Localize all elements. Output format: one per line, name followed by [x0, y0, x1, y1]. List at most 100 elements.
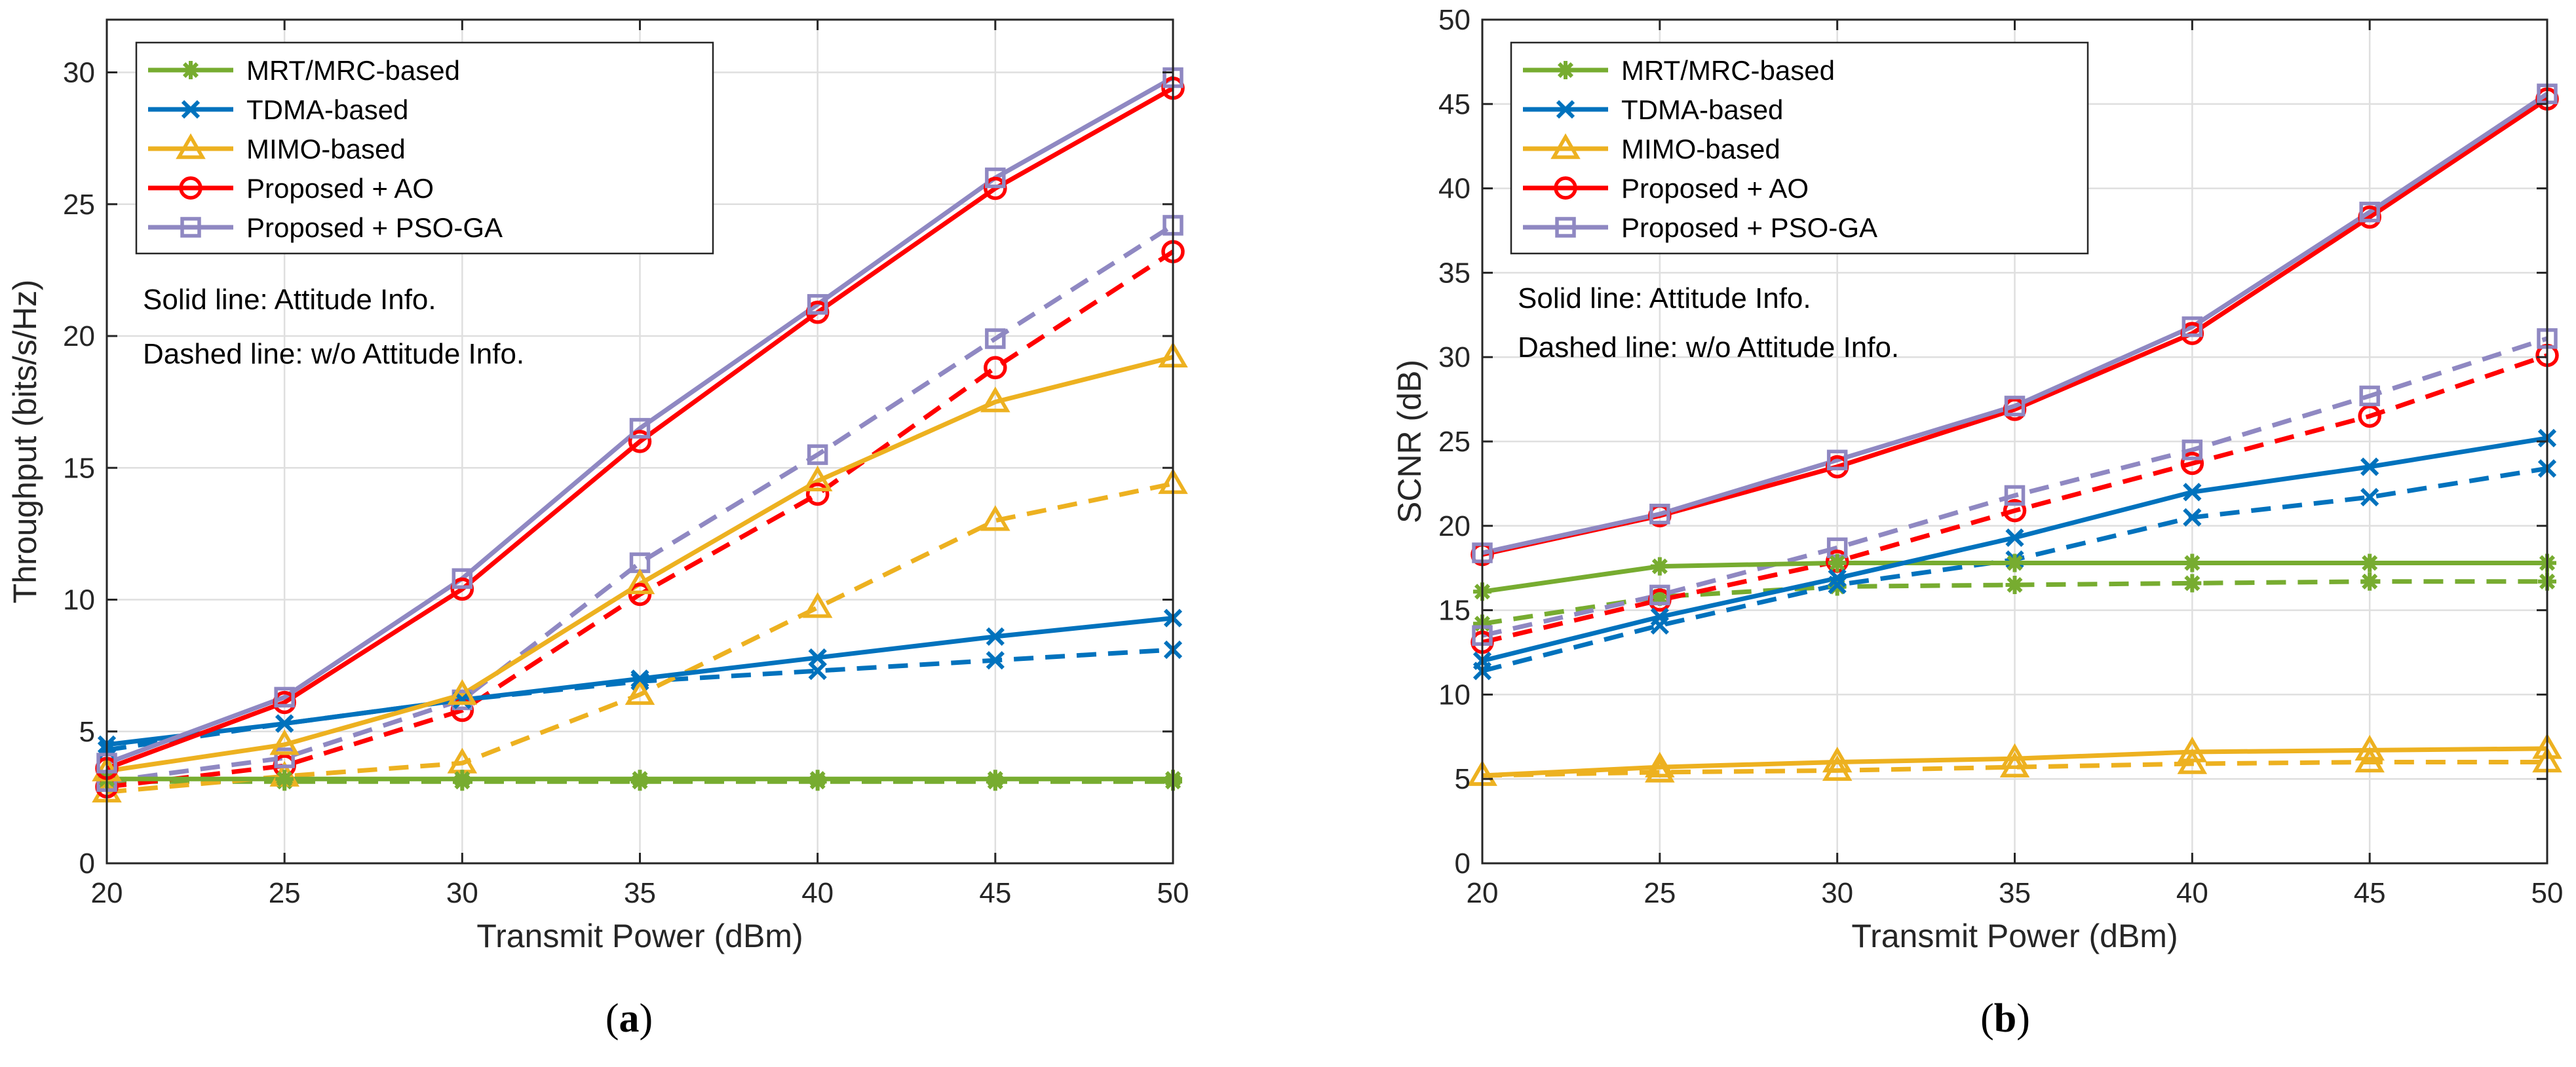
legend-label: MIMO-based — [246, 134, 406, 164]
data-point-proposed-pso-ga-solid — [452, 568, 473, 590]
x-axis-label: Transmit Power (dBm) — [476, 918, 803, 954]
x-tick-label: 45 — [2354, 877, 2386, 909]
data-point-proposed-pso-ga-solid — [629, 418, 651, 439]
legend-entry-proposed-ao: Proposed + AO — [1523, 173, 1809, 204]
x-axis-label: Transmit Power (dBm) — [1851, 918, 2178, 954]
series-group — [92, 67, 1188, 803]
caption-close: ) — [2016, 996, 2030, 1041]
data-point-mimo-based-solid — [1822, 746, 1853, 773]
legend-marker-proposed-ao — [1554, 176, 1577, 200]
x-tick-label: 20 — [1467, 877, 1499, 909]
data-point-proposed-pso-ga-dashed — [274, 747, 295, 768]
series-line-proposed-ao-dashed — [1482, 353, 2548, 645]
y-axis-label: Throughput (bits/s/Hz) — [7, 280, 43, 604]
caption-close: ) — [640, 996, 653, 1041]
y-tick-label: 0 — [79, 848, 95, 880]
data-point-proposed-ao-dashed — [2003, 498, 2027, 523]
legend-marker-proposed-ao — [179, 176, 202, 200]
y-tick-label: 45 — [1438, 88, 1471, 121]
series-line-proposed-pso-ga-solid — [1482, 92, 2548, 555]
data-point-mrt-mrc-based-solid — [453, 770, 472, 789]
legend-marker-tdma-based — [1556, 100, 1575, 119]
series-line-proposed-ao-solid — [106, 86, 1174, 771]
legend-entry-proposed-pso-ga: Proposed + PSO-GA — [148, 212, 503, 243]
legend-marker-proposed-pso-ga — [180, 217, 201, 238]
y-tick-label: 30 — [63, 57, 95, 89]
data-point-tdma-based-dashed — [2183, 508, 2202, 527]
series-line-mimo-based-dashed — [1482, 759, 2547, 778]
data-point-proposed-pso-ga-solid — [2182, 316, 2203, 337]
data-point-proposed-pso-ga-dashed — [2004, 485, 2026, 506]
x-tick-label: 50 — [1157, 877, 1189, 909]
legend-entry-mrt-mrc-based: MRT/MRC-based — [148, 55, 460, 86]
legend-marker-mrt-mrc-based — [182, 61, 200, 79]
legend-marker-mrt-mrc-based — [1556, 61, 1575, 79]
legend: MRT/MRC-based TDMA-based MIMO-based Propose… — [135, 41, 714, 255]
y-tick-label: 30 — [1438, 341, 1471, 373]
data-point-mrt-mrc-based-dashed — [2005, 575, 2024, 594]
data-point-tdma-based-solid — [2360, 457, 2379, 476]
x-tick-label: 40 — [801, 877, 834, 909]
data-point-proposed-pso-ga-solid — [2004, 396, 2026, 417]
data-point-proposed-pso-ga-dashed — [807, 444, 828, 465]
y-tick-label: 15 — [1438, 595, 1471, 627]
legend-marker-mimo-based — [1550, 133, 1581, 159]
legend-marker-mimo-based — [176, 133, 206, 159]
panel-caption: (b) — [1980, 996, 2030, 1041]
x-tick-label: 25 — [269, 877, 301, 909]
data-point-mrt-mrc-based-solid — [986, 770, 1005, 789]
x-tick-label: 50 — [2531, 877, 2564, 909]
x-tick-label: 25 — [1644, 877, 1676, 909]
caption-letter: b — [1994, 996, 2016, 1041]
legend-entry-mrt-mrc-based: MRT/MRC-based — [1523, 55, 1835, 86]
legend-label: Proposed + AO — [1621, 173, 1809, 204]
ticks: 20 25 30 35 40 45 50 0 5 10 15 20 25 30 — [63, 20, 1189, 909]
legend-entry-tdma-based: TDMA-based — [1523, 94, 1783, 125]
annotation-text: Dashed line: w/o Attitude Info. — [143, 338, 524, 370]
legend-label: TDMA-based — [1621, 94, 1783, 125]
data-point-mimo-based-solid — [1645, 751, 1675, 777]
y-tick-label: 15 — [63, 452, 95, 484]
data-point-proposed-pso-ga-solid — [807, 293, 828, 315]
caption-letter: a — [619, 996, 640, 1041]
y-tick-label: 25 — [63, 189, 95, 221]
legend-label: Proposed + PSO-GA — [246, 212, 503, 243]
data-point-tdma-based-dashed — [1828, 575, 1847, 595]
data-point-mrt-mrc-based-solid — [2360, 553, 2379, 572]
data-point-mimo-based-solid — [2177, 736, 2208, 762]
panel-caption: (a) — [606, 996, 653, 1041]
data-point-proposed-ao-dashed — [2180, 451, 2204, 476]
y-tick-label: 10 — [63, 584, 95, 616]
data-point-mimo-based-dashed — [980, 505, 1010, 531]
series-line-proposed-pso-ga-dashed — [1482, 336, 2548, 638]
data-point-proposed-pso-ga-solid — [1826, 449, 1848, 471]
data-point-mimo-based-solid — [1999, 743, 2030, 770]
x-tick-label: 30 — [446, 877, 478, 909]
data-point-tdma-based-solid — [2005, 528, 2024, 547]
data-point-tdma-based-solid — [808, 648, 827, 667]
data-point-proposed-pso-ga-dashed — [2359, 385, 2380, 407]
caption-open: ( — [606, 996, 619, 1041]
x-tick-label: 30 — [1821, 877, 1853, 909]
data-point-proposed-pso-ga-dashed — [1649, 584, 1670, 606]
legend-label: Proposed + PSO-GA — [1621, 212, 1877, 243]
legend-entry-mimo-based: MIMO-based — [148, 133, 406, 164]
data-point-tdma-based-solid — [986, 627, 1005, 646]
data-point-mrt-mrc-based-solid — [1650, 557, 1669, 576]
y-tick-label: 20 — [1438, 510, 1471, 542]
data-point-tdma-based-dashed — [2360, 487, 2379, 507]
data-point-proposed-pso-ga-solid — [274, 686, 295, 708]
x-tick-label: 45 — [979, 877, 1011, 909]
y-tick-label: 20 — [63, 320, 95, 352]
data-point-proposed-ao-dashed — [2358, 404, 2381, 428]
data-point-mrt-mrc-based-solid — [808, 770, 827, 789]
legend-label: Proposed + AO — [246, 173, 434, 204]
data-point-proposed-ao-solid — [450, 577, 474, 601]
y-tick-label: 10 — [1438, 679, 1471, 711]
y-tick-label: 50 — [1438, 4, 1471, 36]
data-point-mimo-based-solid — [447, 679, 478, 705]
series-group — [1467, 83, 2562, 786]
data-point-proposed-pso-ga-dashed — [985, 328, 1006, 349]
chart-panel-a: 20 25 30 35 40 45 50 0 5 10 15 20 25 30 Transmit Power… — [7, 18, 1189, 1041]
